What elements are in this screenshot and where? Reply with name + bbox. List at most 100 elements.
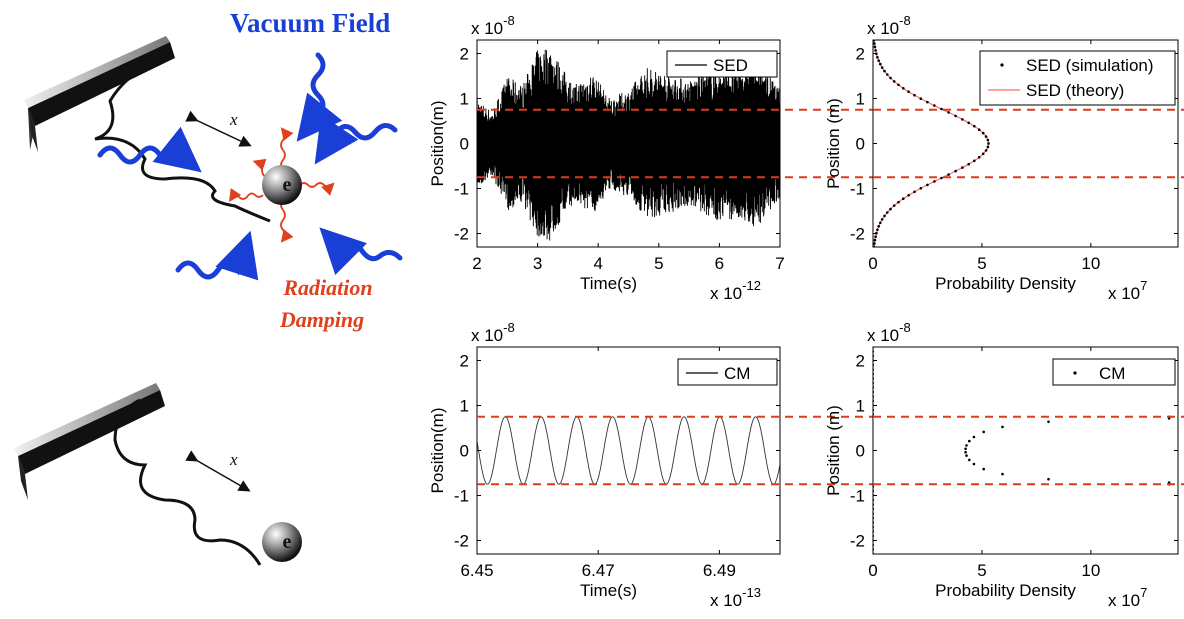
sed-simulation-point (987, 142, 990, 145)
displacement-arrow-top (185, 110, 252, 147)
cm-time-series-line (477, 416, 780, 485)
sed-simulation-point (933, 180, 936, 183)
x-axis-label: Time(s) (580, 581, 637, 600)
legend-box (979, 50, 1176, 106)
sed-simulation-point (879, 221, 882, 225)
y-axis-label: Position(m) (428, 408, 447, 494)
x-tick-label: 10 (1081, 254, 1100, 273)
legend-box (1052, 358, 1176, 386)
electron-ball-top (262, 165, 302, 205)
sed-simulation-point (886, 73, 889, 76)
sed-simulation-point (897, 200, 900, 204)
sed-simulation-point (889, 207, 892, 211)
legend: CM (1052, 358, 1176, 386)
y-tick-label: 0 (460, 135, 469, 154)
sed-simulation-point (919, 97, 923, 100)
electron-label-top: e (283, 174, 292, 196)
sed-simulation-point (973, 124, 976, 128)
y-exponent-power: -8 (503, 320, 515, 335)
y-exponent-power: -8 (503, 13, 515, 28)
cm-pdf-point (964, 450, 967, 454)
sed-simulation-point (940, 176, 943, 180)
sed-simulation-point (873, 238, 877, 242)
y-exponent-label: x 10-8 (867, 320, 911, 345)
legend-label: SED (theory) (1026, 81, 1124, 100)
sed-simulation-point (886, 211, 889, 214)
legend-box (677, 358, 778, 386)
sed-simulation-point (874, 49, 877, 52)
cm-pdf-point (968, 439, 971, 443)
sed-simulation-point (876, 228, 879, 232)
sed-simulation-point (933, 104, 936, 107)
sed-simulation-point (883, 69, 886, 73)
x-tick-label: 2 (472, 254, 481, 273)
x-exponent-label: x 10-13 (710, 585, 761, 610)
x-exponent-label: x 107 (1108, 585, 1147, 610)
x-exponent-label: x 107 (1108, 278, 1147, 303)
plot-area (873, 40, 990, 247)
sed-simulation-point (940, 107, 943, 111)
y-tick-label: 0 (460, 442, 469, 461)
x-tick-label: 5 (977, 254, 986, 273)
y-tick-label: -2 (850, 532, 865, 551)
sed-simulation-point (961, 166, 964, 169)
y-tick-label: -2 (454, 532, 469, 551)
sed-simulation-point (902, 197, 905, 200)
x-tick-label: 6.49 (703, 561, 736, 580)
y-tick-label: 2 (460, 45, 469, 64)
plot-area (477, 416, 780, 485)
sed-simulation-point (873, 242, 876, 245)
sed-simulation-point (889, 76, 892, 80)
cm-pdf-point (1047, 477, 1050, 481)
y-exponent-label: x 10-8 (471, 320, 515, 345)
y-axis-label: Position (m) (824, 405, 843, 496)
cm-pdf-point (972, 435, 976, 439)
sed-simulation-point (880, 218, 884, 221)
sed-simulation-point (883, 214, 886, 218)
y-exponent-power: -8 (899, 13, 911, 28)
y-tick-label: 0 (856, 135, 865, 154)
legend-label: CM (724, 364, 750, 383)
y-tick-label: 0 (856, 442, 865, 461)
displacement-label-top: x (229, 110, 238, 129)
electron-ball-bottom (262, 522, 302, 562)
x-exponent-power: -13 (742, 585, 761, 600)
sed-time-series-line (477, 49, 780, 241)
y-tick-label: 1 (856, 397, 865, 416)
cm-pdf-point (1001, 472, 1004, 476)
sed-simulation-point (967, 121, 970, 125)
spring-bottom (113, 398, 262, 566)
chart-cm-pdf: -2 -1 0 1 2 0 5 10 Probability Density Position (… (824, 320, 1184, 610)
x-tick-label: 5 (977, 561, 986, 580)
y-exponent-power: -8 (899, 320, 911, 335)
x-exponent-label: x 10-12 (710, 278, 761, 303)
y-tick-label: 1 (460, 90, 469, 109)
cm-pdf-point (968, 458, 971, 462)
y-tick-label: -2 (454, 225, 469, 244)
electron-label-bottom: e (283, 531, 292, 553)
x-axis-label: Probability Density (935, 581, 1076, 600)
x-exponent-power: 7 (1140, 585, 1147, 600)
sed-simulation-point (907, 90, 910, 93)
legend: SED (666, 50, 778, 78)
x-tick-label: 7 (775, 254, 784, 273)
sed-simulation-point (873, 42, 876, 45)
sed-simulation-point (913, 93, 916, 97)
x-axis-label: Time(s) (580, 274, 637, 293)
x-tick-label: 6 (715, 254, 724, 273)
chart-panels: -2 -1 0 1 2 2 3 4 5 6 7 Time(s) Position(m) x 10-8 x 1… (428, 13, 1184, 610)
chart-cm-time: -2 -1 0 1 2 6.45 6.47 6.49 Time(s) Position(m) x 1… (428, 320, 873, 610)
sed-simulation-point (879, 62, 882, 66)
chart-sed-time: -2 -1 0 1 2 2 3 4 5 6 7 Time(s) Position(m) x 10-8 x 1… (428, 13, 873, 303)
wall-beam-bottom (14, 383, 165, 500)
sed-simulation-point (981, 131, 985, 135)
x-tick-label: 0 (868, 254, 877, 273)
cm-pdf-point (982, 430, 985, 434)
sed-simulation-point (977, 156, 981, 159)
sed-simulation-point (907, 194, 910, 197)
sed-simulation-point (986, 145, 990, 149)
y-tick-label: 1 (856, 90, 865, 109)
cm-pdf-point (965, 454, 968, 457)
legend: CM (677, 358, 778, 386)
y-axis-label: Position (m) (824, 98, 843, 189)
